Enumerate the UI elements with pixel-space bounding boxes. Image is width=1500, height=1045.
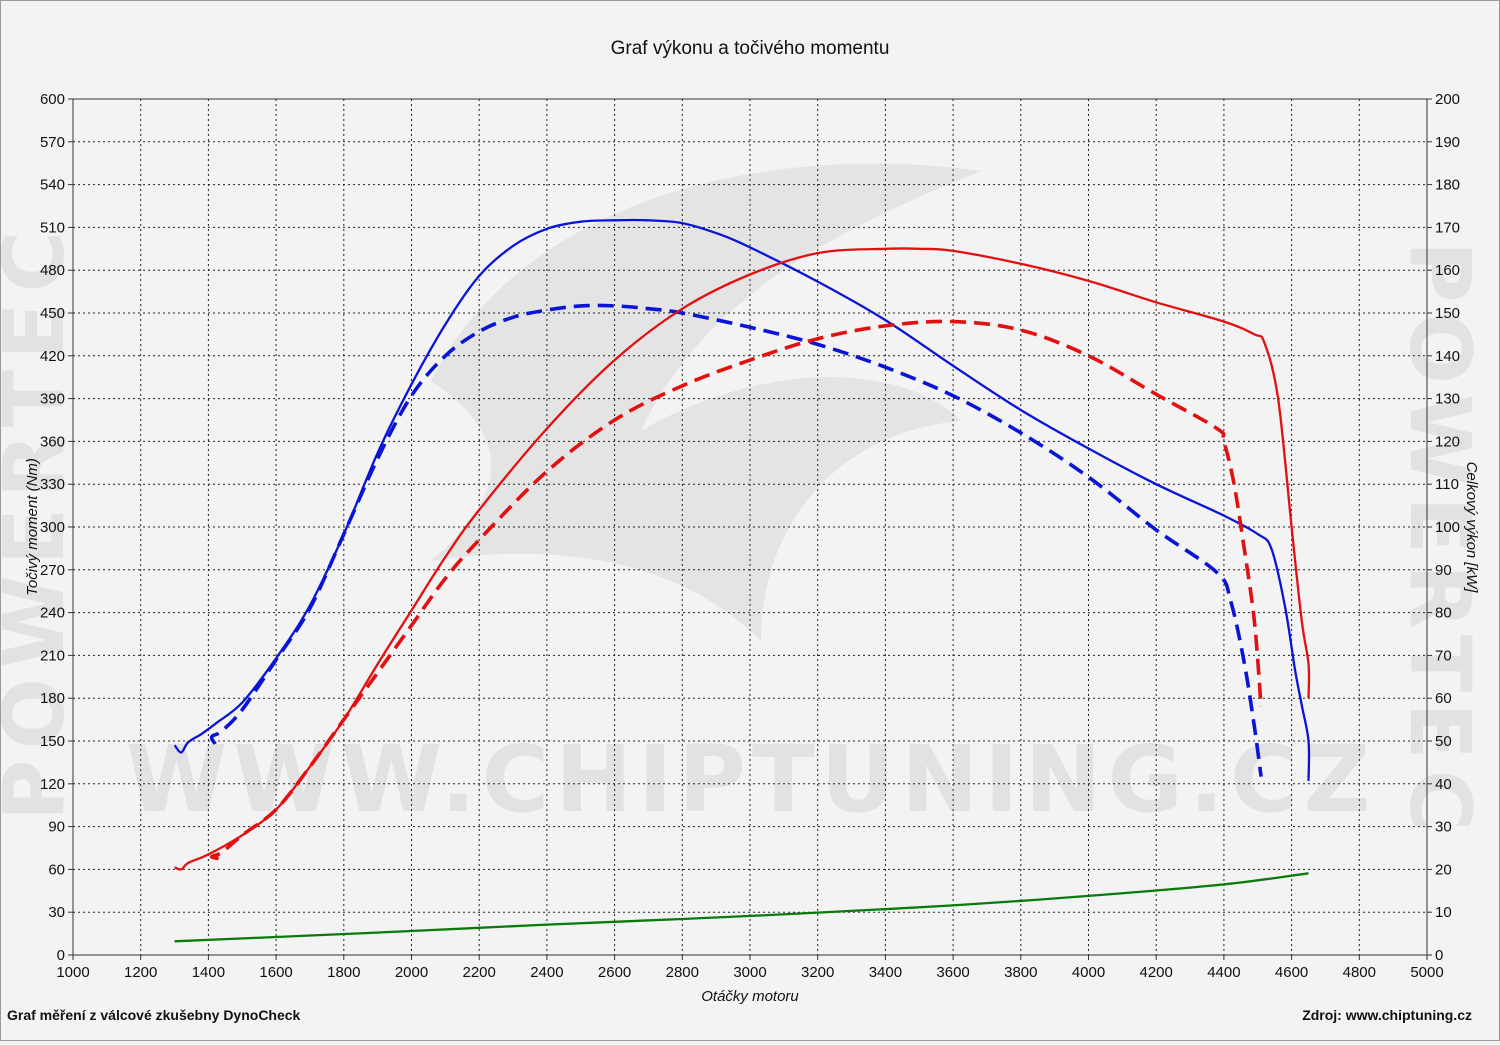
x-tick-label: 5000 bbox=[1410, 964, 1443, 981]
x-tick-label: 2400 bbox=[530, 964, 563, 981]
y-right-tick-label: 160 bbox=[1435, 262, 1460, 279]
x-axis-label: Otáčky motoru bbox=[701, 988, 799, 1005]
y-left-tick-label: 60 bbox=[48, 861, 65, 878]
y-right-tick-label: 180 bbox=[1435, 177, 1460, 194]
x-tick-label: 4600 bbox=[1275, 964, 1308, 981]
y-right-tick-label: 130 bbox=[1435, 391, 1460, 408]
y-right-tick-label: 20 bbox=[1435, 861, 1452, 878]
x-tick-label: 4800 bbox=[1343, 964, 1376, 981]
y-right-tick-label: 110 bbox=[1435, 476, 1459, 493]
y-left-tick-label: 270 bbox=[40, 562, 65, 579]
x-tick-label: 1600 bbox=[259, 964, 292, 981]
y-left-tick-label: 90 bbox=[48, 819, 65, 836]
y-left-tick-label: 360 bbox=[40, 433, 65, 450]
series-layer bbox=[173, 218, 1311, 943]
y-left-tick-label: 210 bbox=[40, 647, 65, 664]
y-left-tick-label: 420 bbox=[40, 348, 65, 365]
y-right-tick-label: 100 bbox=[1435, 519, 1460, 536]
y-left-tick-label: 330 bbox=[40, 476, 65, 493]
watermark: WWW.CHIPTUNING.CZ POWERTEC POWERTEC bbox=[0, 163, 1489, 841]
x-tick-label: 2600 bbox=[598, 964, 631, 981]
x-tick-label: 3200 bbox=[801, 964, 834, 981]
y-left-tick-label: 540 bbox=[40, 177, 65, 194]
y-left-tick-label: 120 bbox=[40, 776, 65, 793]
x-tick-label: 3600 bbox=[936, 964, 969, 981]
loss-power-line bbox=[174, 872, 1309, 943]
y-left-tick-label: 240 bbox=[40, 605, 65, 622]
torque-stock-line bbox=[209, 303, 1263, 777]
watermark-side-right: POWERTEC bbox=[1391, 241, 1489, 841]
grid bbox=[73, 99, 1427, 955]
y-left-tick-label: 510 bbox=[40, 219, 65, 236]
y-right-tick-label: 80 bbox=[1435, 605, 1452, 622]
y-left-tick-label: 180 bbox=[40, 690, 65, 707]
footer-right: Zdroj: www.chiptuning.cz bbox=[1302, 1007, 1472, 1023]
x-tick-label: 4200 bbox=[1140, 964, 1173, 981]
y-right-tick-label: 10 bbox=[1435, 904, 1452, 921]
x-tick-label: 1800 bbox=[327, 964, 360, 981]
y-left-tick-label: 300 bbox=[40, 519, 65, 536]
x-tick-label: 1400 bbox=[192, 964, 225, 981]
x-tick-label: 2000 bbox=[395, 964, 428, 981]
y-right-tick-label: 150 bbox=[1435, 305, 1460, 322]
y-right-tick-label: 40 bbox=[1435, 776, 1452, 793]
y-right-tick-label: 140 bbox=[1435, 348, 1460, 365]
y-left-tick-label: 480 bbox=[40, 262, 65, 279]
watermark-logo-shape bbox=[431, 163, 981, 641]
x-tick-label: 1200 bbox=[124, 964, 157, 981]
y-left-tick-label: 150 bbox=[40, 733, 65, 750]
y-right-tick-label: 70 bbox=[1435, 647, 1452, 664]
x-tick-label: 4000 bbox=[1072, 964, 1105, 981]
y-left-tick-label: 570 bbox=[40, 134, 65, 151]
y-left-tick-label: 600 bbox=[40, 91, 65, 108]
y-right-tick-label: 190 bbox=[1435, 134, 1460, 151]
x-tick-label: 3400 bbox=[869, 964, 902, 981]
y-right-tick-label: 200 bbox=[1435, 91, 1460, 108]
x-tick-label: 1000 bbox=[56, 964, 89, 981]
watermark-side-left: POWERTEC bbox=[1, 221, 83, 821]
x-tick-label: 3800 bbox=[1004, 964, 1037, 981]
y-right-tick-label: 90 bbox=[1435, 562, 1452, 579]
watermark-url: WWW.CHIPTUNING.CZ bbox=[126, 726, 1376, 833]
y-right-tick-label: 60 bbox=[1435, 690, 1452, 707]
x-tick-label: 3000 bbox=[733, 964, 766, 981]
y-axis-left-label: Točivý moment (Nm) bbox=[24, 458, 41, 596]
y-left-tick-label: 30 bbox=[48, 904, 65, 921]
y-right-tick-label: 50 bbox=[1435, 733, 1452, 750]
y-right-tick-label: 120 bbox=[1435, 433, 1460, 450]
y-right-tick-label: 0 bbox=[1435, 947, 1443, 964]
x-tick-label: 4400 bbox=[1207, 964, 1240, 981]
chart-title: Graf výkonu a točivého momentu bbox=[611, 38, 890, 59]
footer-left: Graf měření z válcové zkušebny DynoCheck bbox=[7, 1007, 301, 1023]
y-right-tick-label: 170 bbox=[1435, 219, 1460, 236]
y-left-tick-label: 0 bbox=[57, 947, 65, 964]
y-left-tick-label: 390 bbox=[40, 391, 65, 408]
y-left-tick-label: 450 bbox=[40, 305, 65, 322]
x-tick-label: 2800 bbox=[666, 964, 699, 981]
y-axis-left: 0 30 60 90 120 150 180 210 240 270 300 330 360 390 420… bbox=[40, 91, 73, 964]
y-right-tick-label: 30 bbox=[1435, 819, 1452, 836]
y-axis-right: 0 10 20 30 40 50 60 70 80 90 100 110 120 130 140 150 160… bbox=[1427, 91, 1460, 964]
power-stock-line bbox=[209, 319, 1263, 861]
x-tick-label: 2200 bbox=[463, 964, 496, 981]
x-axis: 1000 1200 1400 1600 1800 2000 2200 2400 2600 2800… bbox=[56, 955, 1444, 981]
y-axis-right-label: Celkový výkon [kW] bbox=[1463, 462, 1480, 594]
